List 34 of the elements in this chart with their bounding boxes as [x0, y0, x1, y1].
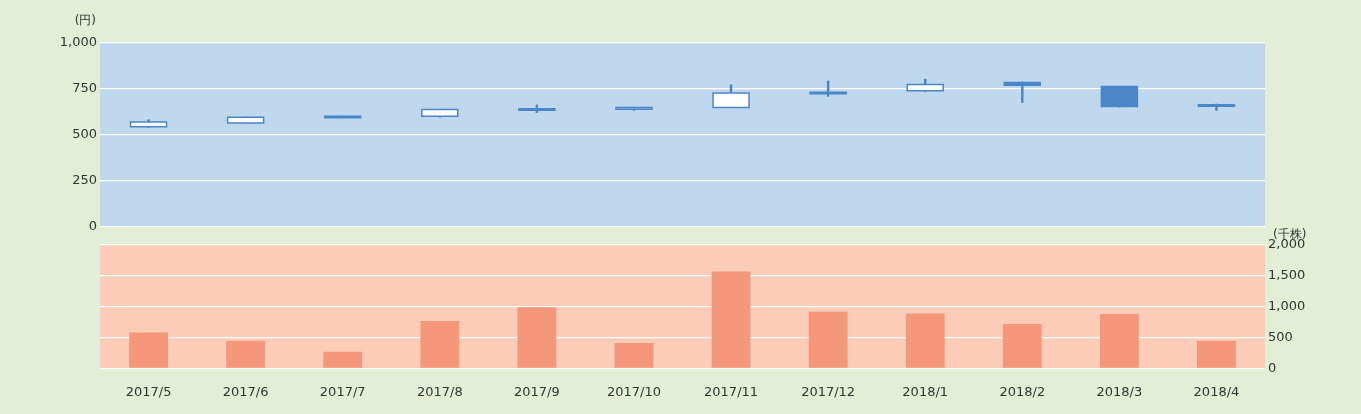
x-tick-label: 2017/8: [416, 383, 463, 399]
bar: [808, 311, 848, 368]
x-tick-label: 2017/9: [514, 383, 560, 399]
bar: [420, 320, 460, 368]
x-tick-label: 2018/2: [999, 383, 1046, 399]
y2-tick-label: 1,000: [1268, 298, 1306, 314]
bar: [129, 332, 168, 368]
y-axis-title: (円): [74, 13, 96, 28]
bar: [517, 307, 557, 368]
bar: [711, 271, 751, 368]
y-tick-label: 750: [72, 80, 97, 96]
x-tick-label: 2017/12: [801, 383, 856, 399]
x-tick-label: 2017/10: [606, 383, 661, 399]
y-tick-label: 1,000: [59, 34, 97, 50]
bar: [226, 340, 266, 368]
y2-tick-label: 1,500: [1268, 267, 1306, 283]
bar: [614, 343, 654, 368]
x-tick-label: 2017/7: [319, 383, 366, 399]
bar: [905, 313, 945, 368]
x-tick-label: 2018/1: [902, 383, 949, 399]
x-tick-label: 2017/5: [125, 383, 172, 399]
bar: [1197, 340, 1236, 368]
y-tick-label: 250: [72, 172, 97, 188]
bar: [1099, 314, 1139, 368]
bar: [1002, 323, 1042, 368]
bar: [323, 351, 363, 368]
x-tick-label: 2018/3: [1096, 383, 1143, 399]
y2-tick-label: 500: [1268, 328, 1293, 344]
y-tick-label: 0: [88, 218, 97, 234]
x-tick-label: 2017/6: [222, 383, 269, 399]
x-tick-label: 2017/11: [704, 383, 759, 399]
x-tick-label: 2018/4: [1193, 383, 1240, 399]
y-tick-label: 500: [72, 126, 97, 142]
y2-tick-label: 0: [1268, 359, 1277, 375]
